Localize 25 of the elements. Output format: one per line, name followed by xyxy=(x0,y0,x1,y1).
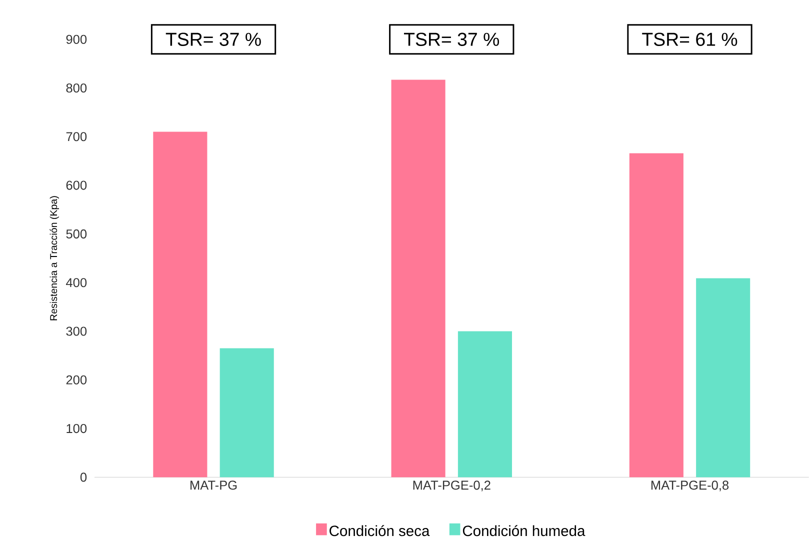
legend-label: Condición humeda xyxy=(462,525,586,536)
x-tick-label: MAT-PGE-0,2 xyxy=(413,480,490,492)
bar xyxy=(696,278,750,478)
bar xyxy=(220,348,274,478)
bar xyxy=(458,331,512,478)
annotation: TSR= 37 % xyxy=(166,32,261,46)
y-tick-label: 100 xyxy=(66,424,87,434)
y-tick-label: 800 xyxy=(66,84,87,93)
y-tick-label: 200 xyxy=(66,375,87,384)
legend-label: Condición seca xyxy=(330,525,430,536)
annotation: TSR= 37 % xyxy=(404,32,500,46)
x-tick-label: MAT-PGE-0,8 xyxy=(651,480,729,492)
y-tick-label: 300 xyxy=(66,326,87,336)
annotation: TSR= 61 % xyxy=(642,32,738,46)
bar xyxy=(629,153,684,478)
x-tick-label: MAT-PG xyxy=(190,480,237,490)
y-tick-label: 900 xyxy=(66,34,87,44)
y-tick-label: 0 xyxy=(80,472,87,482)
bar xyxy=(153,132,208,478)
y-axis-title: Resistencia a Tracción (Kpa) xyxy=(50,196,59,320)
y-tick-label: 400 xyxy=(66,278,87,288)
y-tick-label: 500 xyxy=(66,229,87,239)
y-tick-label: 700 xyxy=(66,132,87,142)
bar xyxy=(391,80,446,478)
y-tick-label: 600 xyxy=(66,180,87,190)
